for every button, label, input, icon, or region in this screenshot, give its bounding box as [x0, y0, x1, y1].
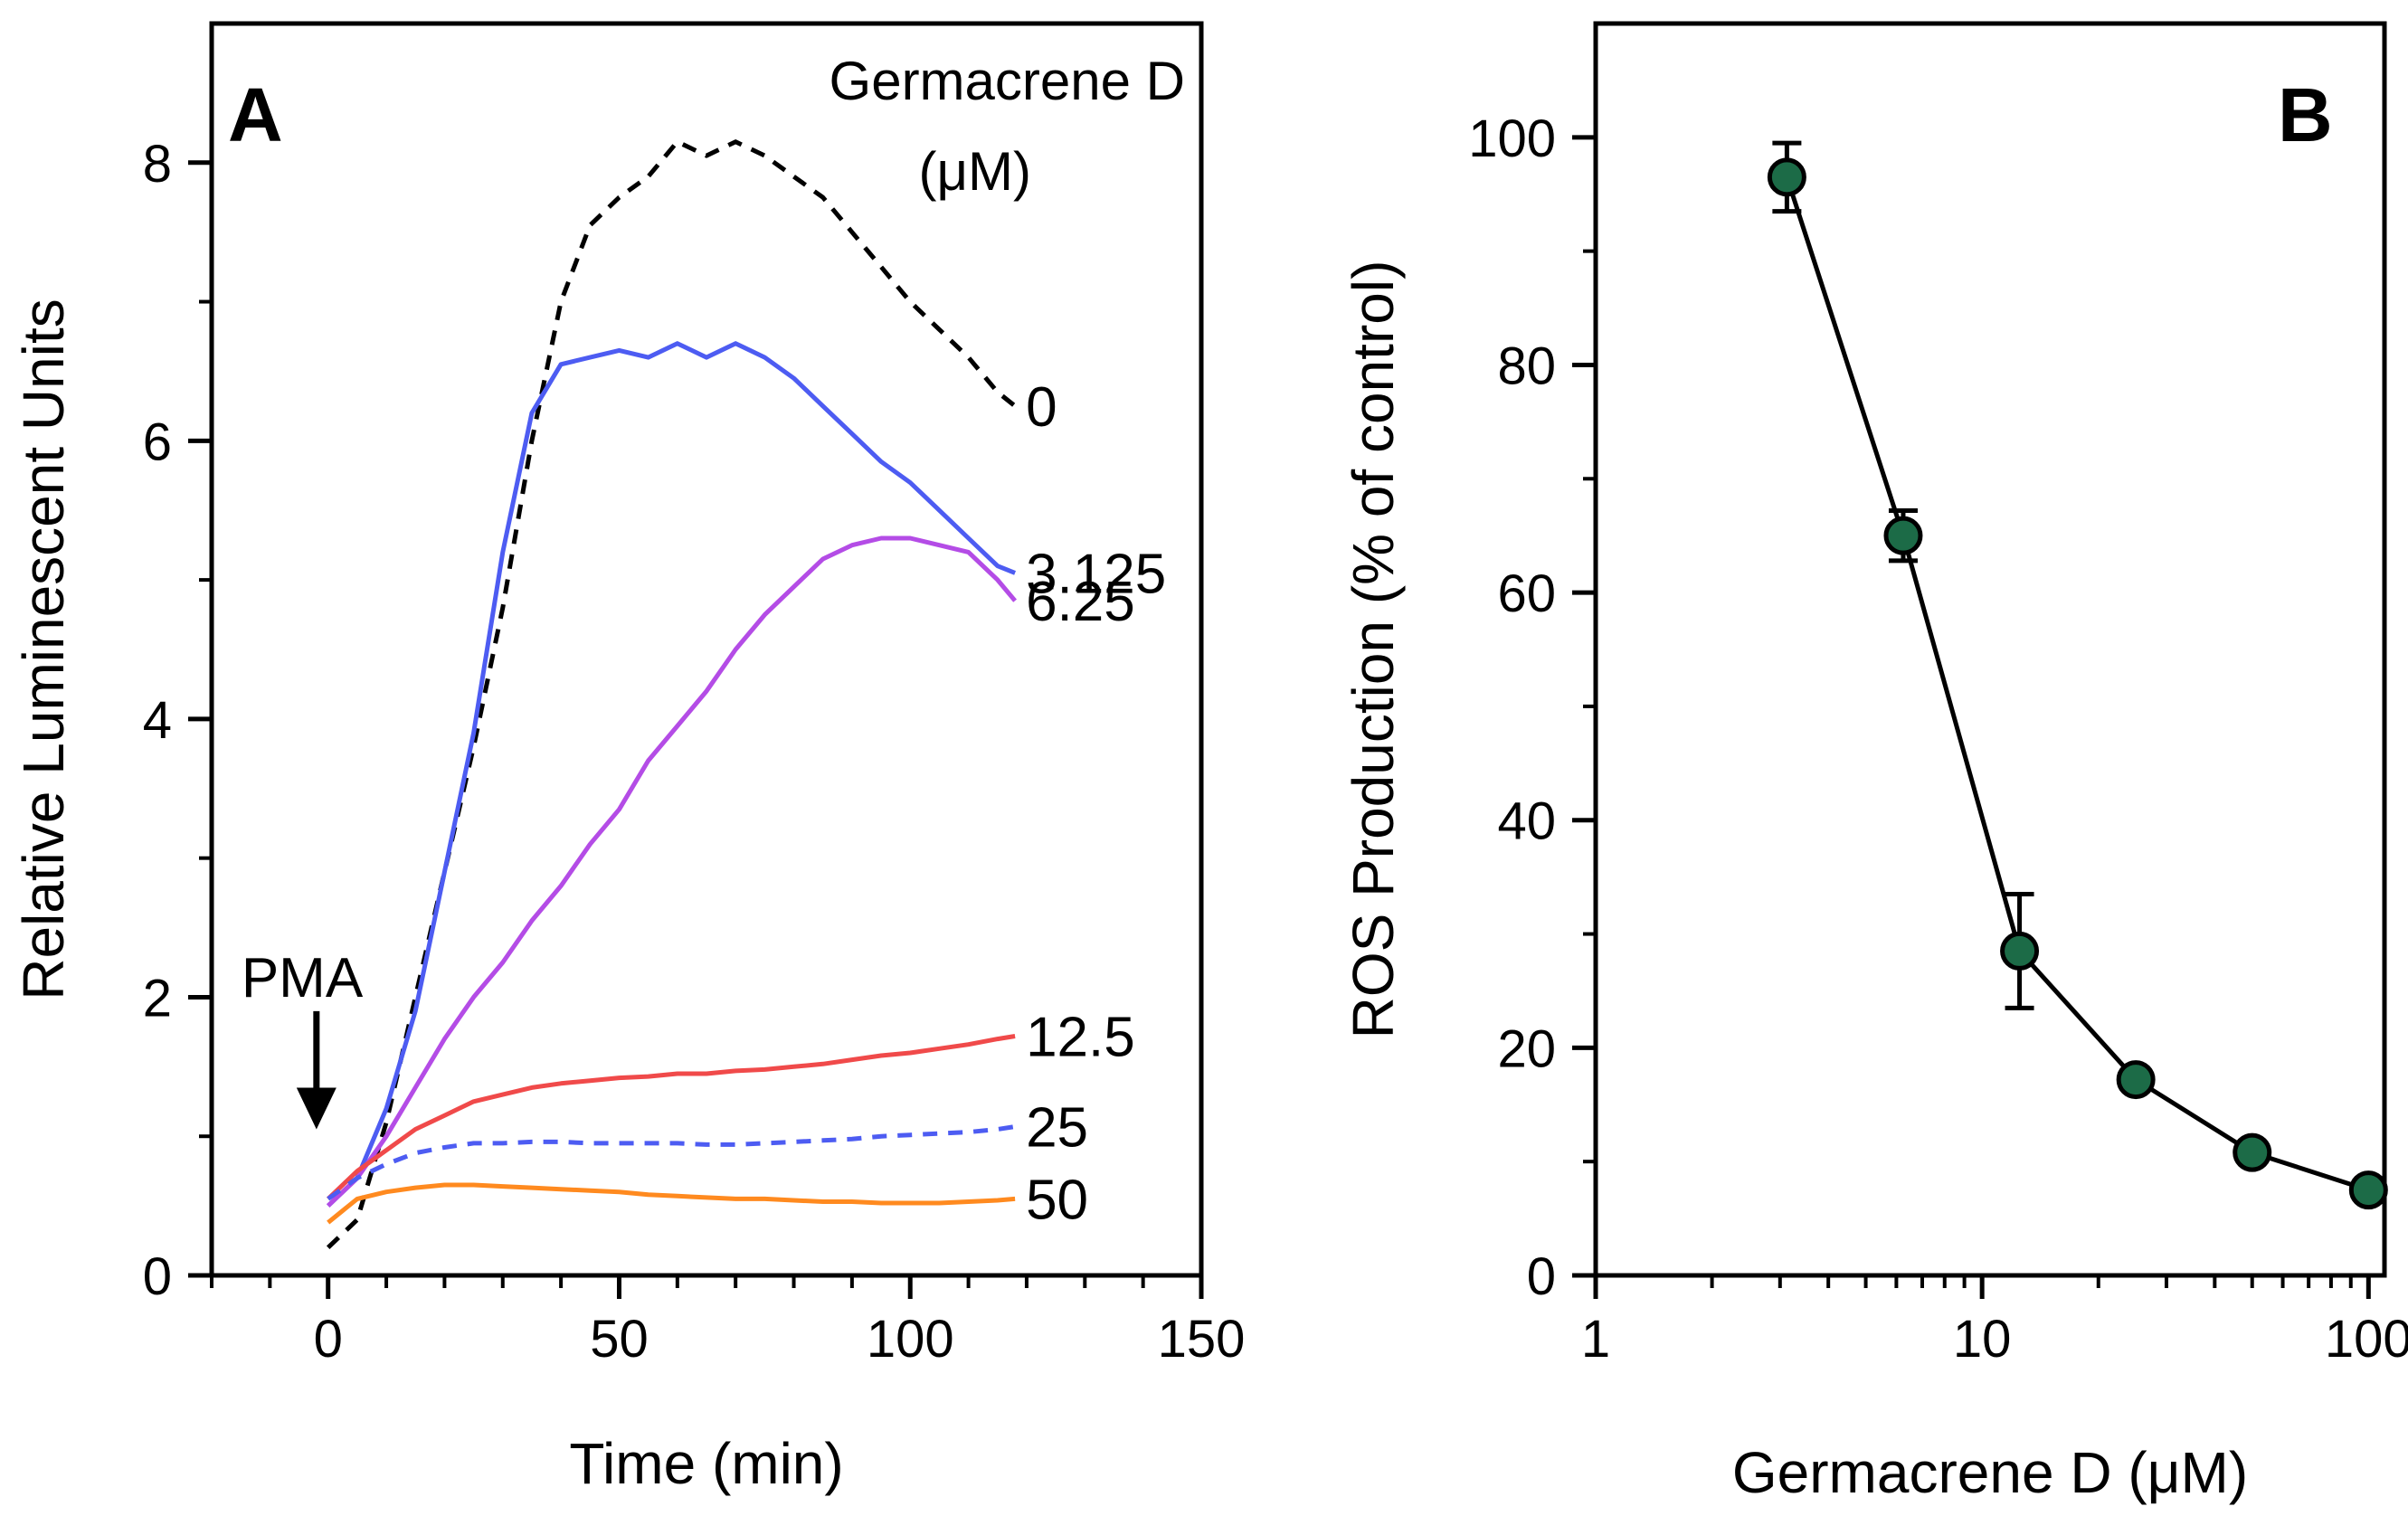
ros-line: [1785, 176, 2370, 1192]
panel-a-plot-frame: [209, 21, 1204, 1278]
series-label-0: 0: [1026, 376, 1057, 439]
panel-a-y-axis: 0 2 4 6 8: [143, 135, 212, 1306]
y-tick-label: 40: [1497, 792, 1556, 851]
legend-title-line2: (μM): [918, 141, 1031, 202]
data-point: [2116, 1060, 2156, 1100]
pma-label: PMA: [242, 947, 364, 1009]
panel-a-legend-title: Germacrene D (μM): [830, 51, 1185, 202]
panel-b-plot-frame: [1593, 21, 2387, 1278]
legend-title-line1: Germacrene D: [830, 51, 1185, 111]
panel-a-letter: A: [228, 72, 283, 157]
data-point: [2233, 1132, 2272, 1172]
panel-b-letter: B: [2278, 72, 2333, 157]
series-label-6.25: 6.25: [1026, 571, 1135, 633]
y-tick-label: 6: [143, 412, 172, 471]
y-tick-label: 100: [1468, 109, 1556, 168]
y-tick-label: 60: [1497, 564, 1556, 623]
series-label-50: 50: [1026, 1169, 1088, 1231]
series-line-50: [327, 1182, 1016, 1225]
panel-b-y-axis-title: ROS Production (% of control): [1341, 261, 1406, 1039]
pma-arrow-head: [296, 1087, 337, 1130]
series-line-6.25: [326, 535, 1018, 1208]
data-point: [1883, 516, 1923, 555]
series-line-3.125: [326, 341, 1017, 1208]
x-tick-label: 1: [1581, 1310, 1610, 1369]
panel-b-x-axis: 1 10 100: [1581, 1275, 2408, 1369]
y-tick-label: 20: [1497, 1019, 1556, 1078]
x-tick-label: 0: [314, 1310, 343, 1369]
pma-annotation: PMA: [242, 947, 364, 1130]
panel-b-y-axis: 0 20 40 60 80 100: [1468, 109, 1596, 1306]
panel-a-series: [326, 139, 1018, 1250]
panel-a-x-axis-title: Time (min): [569, 1431, 843, 1496]
series-label-12.5: 12.5: [1026, 1007, 1135, 1069]
x-tick-label: 100: [867, 1310, 954, 1369]
series-line-0: [326, 139, 1017, 1250]
data-point: [2348, 1170, 2388, 1210]
panel-b-series: [1767, 140, 2388, 1210]
y-tick-label: 0: [1527, 1247, 1556, 1306]
series-line-25: [327, 1124, 1016, 1201]
y-tick-label: 2: [143, 969, 172, 1028]
x-tick-label: 150: [1158, 1310, 1246, 1369]
series-label-25: 25: [1026, 1096, 1088, 1159]
panel-a-x-axis: 0 50 100 150: [210, 1275, 1246, 1369]
series-label-3.125: 3.125: [1026, 543, 1166, 605]
series-line-12.5: [326, 1034, 1016, 1201]
data-point: [2000, 931, 2040, 971]
x-tick-label: 50: [590, 1310, 649, 1369]
panel-a-y-axis-title: Relative Luminescent Units: [11, 298, 76, 1000]
data-point: [1767, 157, 1806, 197]
y-tick-label: 4: [143, 691, 172, 750]
y-tick-label: 80: [1497, 336, 1556, 395]
x-tick-label: 10: [1953, 1310, 2012, 1369]
y-tick-label: 8: [143, 135, 172, 194]
y-tick-label: 0: [143, 1247, 172, 1306]
x-tick-label: 100: [2325, 1310, 2408, 1369]
panel-b-x-axis-title: Germacrene D (μM): [1732, 1440, 2248, 1505]
